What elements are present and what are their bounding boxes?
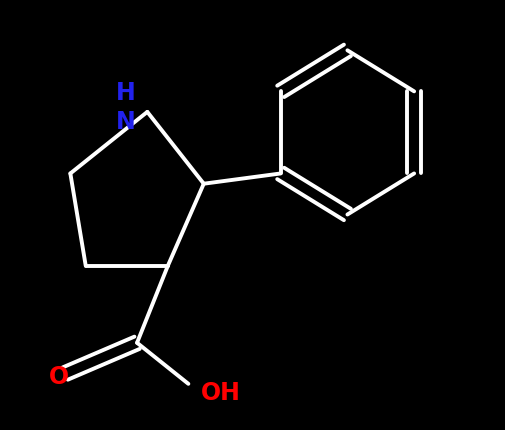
Text: O: O [49, 364, 69, 388]
Text: H: H [116, 81, 136, 105]
Text: N: N [116, 110, 136, 134]
Text: OH: OH [201, 380, 241, 404]
